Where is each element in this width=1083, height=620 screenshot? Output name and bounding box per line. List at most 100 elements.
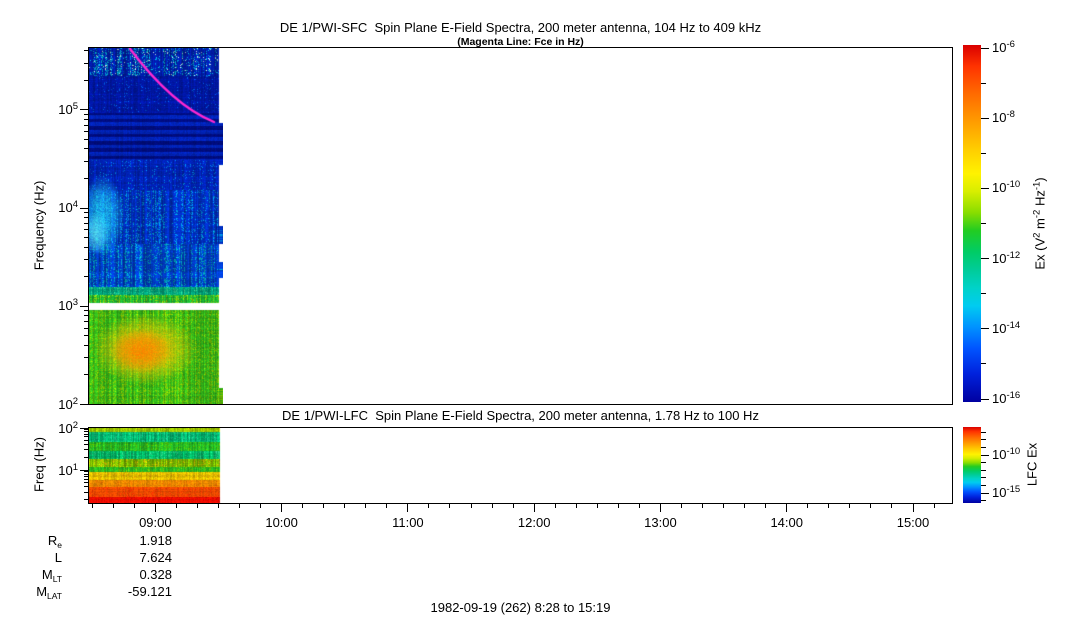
colorbar-tick [981, 258, 989, 260]
y-axis-minor-tick [84, 124, 88, 126]
y-axis-minor-tick [84, 276, 88, 278]
x-axis-tick-label: 14:00 [770, 515, 803, 530]
x-axis-tick-label: 13:00 [644, 515, 677, 530]
annotation-label: L [54, 550, 62, 565]
colorbar-tick [981, 462, 986, 464]
x-axis-minor-tick [681, 504, 682, 508]
x-axis-minor-tick [596, 504, 598, 508]
x-axis-minor-tick [849, 504, 851, 508]
colorbar-tick [981, 469, 986, 471]
y-axis-minor-tick [84, 357, 88, 359]
x-axis-tick-label: 11:00 [392, 515, 424, 530]
x-axis-tick [407, 504, 409, 512]
x-axis-tick [281, 504, 283, 512]
y-axis-minor-tick [84, 344, 88, 346]
colorbar-tick [981, 500, 986, 502]
colorbar-tick-label: 10-14 [992, 319, 1021, 336]
y-axis-minor-tick [84, 436, 88, 438]
footer-date-range: 1982-09-19 (262) 8:28 to 15:19 [430, 600, 611, 615]
annotation-subscript: LAT [47, 591, 62, 601]
y-axis-minor-tick [84, 131, 88, 133]
sfc-subtitle: (Magenta Line: Fce in Hz) [457, 36, 584, 48]
x-axis-minor-tick [260, 504, 262, 508]
x-axis-minor-tick [512, 504, 514, 508]
y-axis-minor-tick [84, 433, 88, 435]
x-axis-minor-tick [575, 504, 577, 508]
annotation-subscript: LT [52, 574, 62, 584]
y-axis-tick-label: 101 [58, 462, 78, 478]
y-axis-minor-tick [84, 217, 88, 219]
x-axis-minor-tick [323, 504, 325, 508]
x-axis-minor-tick [133, 504, 135, 508]
lfc-colorbar-label: LFC Ex [1024, 442, 1040, 487]
annotation-label: R [47, 533, 58, 548]
colorbar-tick [981, 47, 989, 49]
y-axis-minor-tick [84, 237, 88, 239]
colorbar-tick [981, 439, 986, 441]
colorbar-tick [981, 82, 986, 84]
y-axis-minor-tick [84, 478, 88, 480]
colorbar-tick [981, 363, 986, 365]
x-axis-minor-tick [933, 504, 935, 508]
annotation-label: M [36, 584, 48, 599]
y-axis-minor-tick [84, 321, 88, 322]
y-axis-minor-tick [84, 482, 88, 484]
colorbar-tick-label: 10-12 [992, 249, 1021, 266]
y-axis-minor-tick [84, 491, 88, 493]
x-axis-minor-tick [386, 504, 388, 508]
lfc-colorbar [963, 427, 981, 503]
colorbar-tick-label: 10-15 [992, 484, 1021, 500]
y-axis-tick [80, 469, 88, 471]
y-axis-tick [80, 207, 88, 209]
y-axis-minor-tick [84, 486, 88, 488]
x-axis-tick-label: 10:00 [265, 515, 298, 530]
y-axis-minor-tick [84, 443, 88, 445]
sfc-colorbar-label: Ex (V2 m-2 Hz-1) [1031, 177, 1048, 270]
y-axis-minor-tick [84, 335, 88, 337]
x-axis-minor-tick [828, 504, 830, 508]
annotation-value: 0.328 [139, 567, 172, 582]
colorbar-tick [981, 477, 986, 479]
annotation-value: 7.624 [139, 550, 172, 565]
x-axis-minor-tick [344, 504, 346, 508]
colorbar-tick [981, 484, 986, 486]
colorbar-tick [981, 454, 989, 456]
y-axis-minor-tick [84, 222, 88, 224]
y-axis-minor-tick [84, 428, 88, 430]
annotation-subscript: e [57, 540, 62, 550]
x-axis-minor-tick [744, 504, 746, 508]
x-axis-minor-tick [449, 504, 451, 508]
y-axis-minor-tick [84, 113, 88, 115]
y-axis-minor-tick [84, 327, 88, 329]
sfc-plot-frame [88, 47, 953, 405]
y-axis-tick-label: 102 [58, 395, 78, 412]
y-axis-minor-tick [84, 374, 88, 376]
x-axis-minor-tick [723, 504, 725, 508]
sfc-spectrogram [89, 48, 223, 404]
x-axis-minor-tick [175, 504, 177, 508]
y-axis-tick [80, 109, 88, 111]
x-axis-tick [533, 504, 535, 512]
y-axis-minor-tick [84, 476, 88, 478]
x-axis-minor-tick [891, 504, 893, 508]
colorbar-tick-label: 10-6 [992, 39, 1015, 55]
lfc-title: DE 1/PWI-LFC Spin Plane E-Field Spectra,… [282, 408, 759, 423]
y-axis-minor-tick [84, 62, 88, 64]
y-axis-tick-label: 105 [58, 100, 78, 117]
x-axis-minor-tick [428, 504, 430, 508]
x-axis-minor-tick [765, 504, 767, 508]
x-axis-minor-tick [617, 504, 619, 508]
sfc-y-axis-label: Frequency (Hz) [31, 180, 47, 271]
x-axis-tick [912, 504, 914, 512]
x-axis-minor-tick [554, 504, 556, 508]
x-axis-minor-tick [91, 504, 93, 508]
x-axis-minor-tick [491, 504, 493, 508]
x-axis-minor-tick [702, 504, 704, 508]
x-axis-tick [786, 504, 788, 512]
y-axis-minor-tick [84, 246, 88, 248]
colorbar-tick-label: 10-8 [992, 109, 1015, 126]
x-axis-minor-tick [470, 504, 472, 508]
y-axis-minor-tick [84, 499, 88, 501]
x-axis-tick [154, 504, 156, 512]
